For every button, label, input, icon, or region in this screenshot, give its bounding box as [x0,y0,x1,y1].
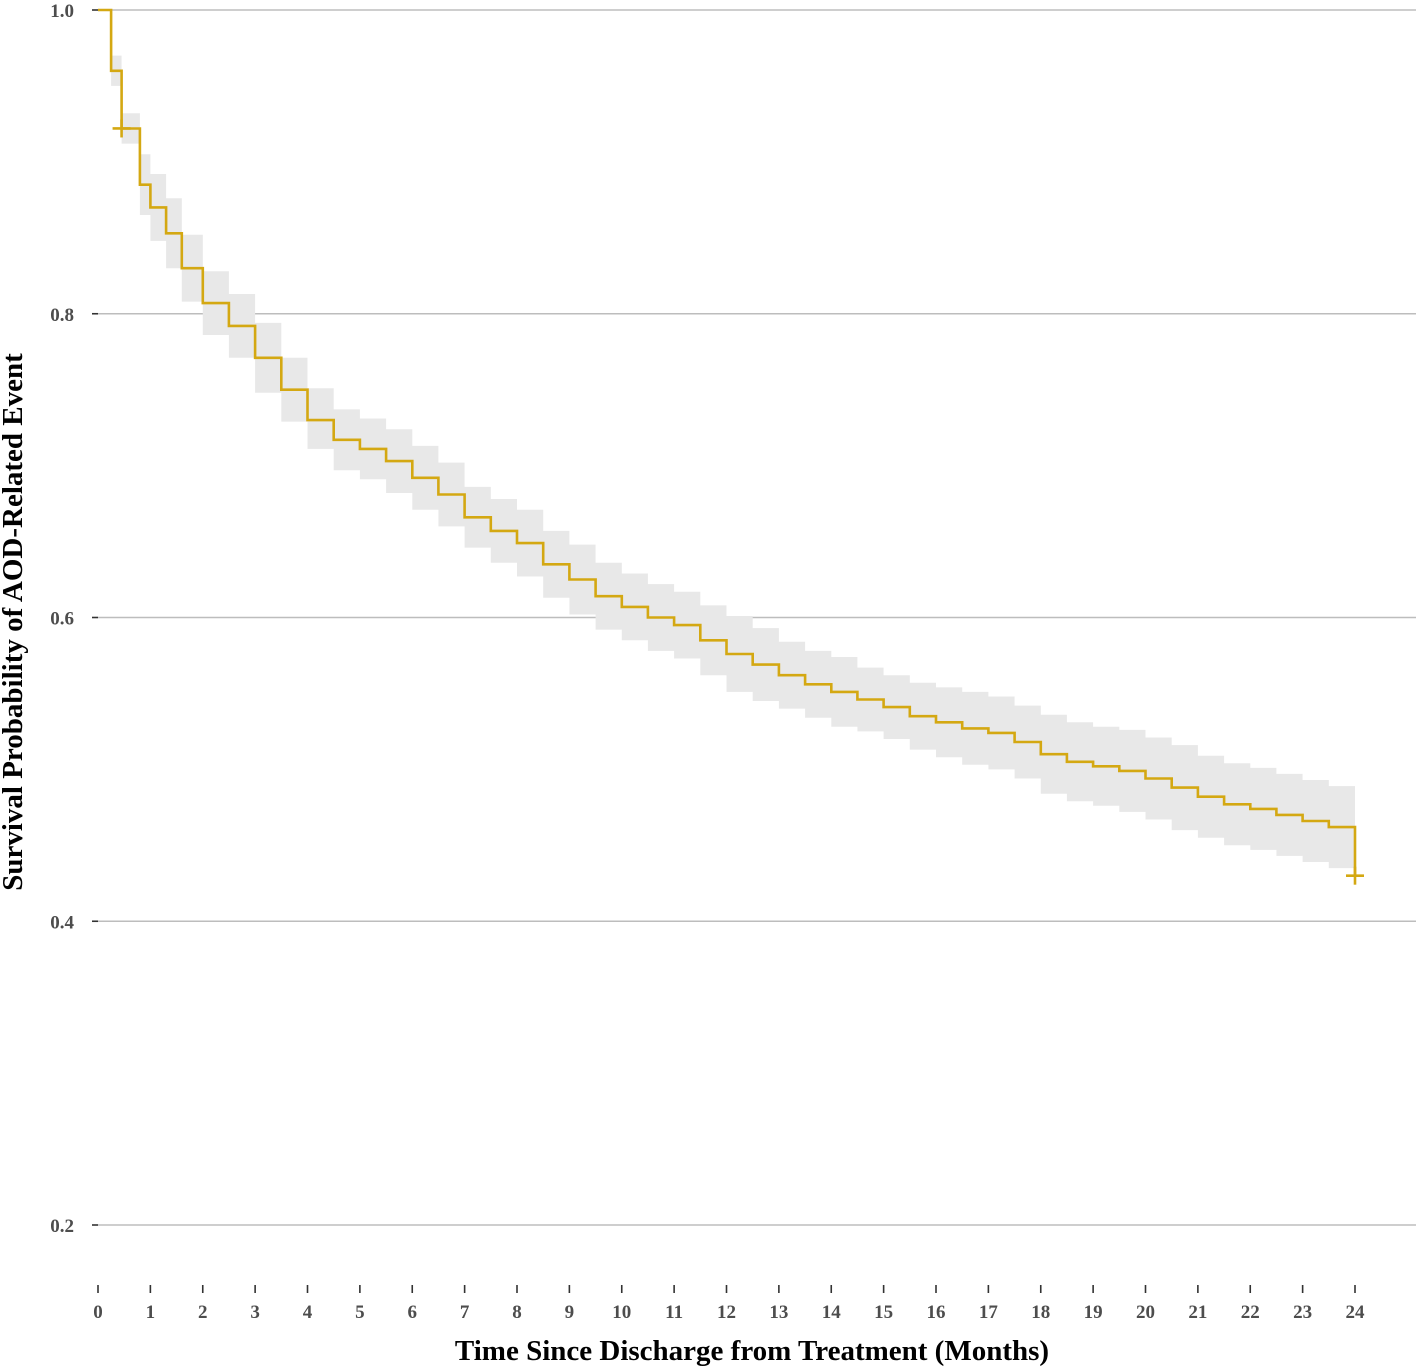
x-tick-label: 15 [874,1302,893,1323]
x-tick-label: 12 [717,1302,736,1323]
y-tick-label: 0.4 [50,912,74,933]
censor-mark [1346,866,1364,885]
x-tick-label: 9 [565,1302,575,1323]
x-tick-label: 17 [979,1302,999,1323]
x-tick-label: 18 [1031,1302,1050,1323]
x-tick-label: 20 [1136,1302,1155,1323]
x-tick-label: 22 [1241,1302,1260,1323]
x-tick-label: 14 [822,1302,842,1323]
x-tick-label: 21 [1188,1302,1207,1323]
x-tick-label: 6 [408,1302,418,1323]
y-tick-label: 0.6 [50,609,74,630]
x-tick-label: 3 [250,1302,260,1323]
y-axis-title: Survival Probability of AOD-Related Even… [0,353,29,891]
x-tick-label: 10 [612,1302,631,1323]
gridlines [98,9,1416,1226]
survival-line-layer [98,8,1357,876]
censor-marks [112,119,1364,885]
y-tick-label: 0.8 [50,305,74,326]
x-tick-label: 24 [1346,1302,1366,1323]
y-axis: 0.2 0.4 0.6 0.8 1.0 [50,1,98,1237]
x-tick-label: 5 [355,1302,365,1323]
x-axis: 0 1 2 3 4 5 6 7 8 9 10 11 12 13 14 15 16 17 18 19 20 21 22 23 24 [93,1285,1365,1323]
x-tick-label: 2 [198,1302,208,1323]
y-tick-label: 1.0 [50,1,74,22]
x-tick-label: 4 [303,1302,313,1323]
x-tick-label: 23 [1293,1302,1312,1323]
censor-mark [112,119,131,138]
y-tick-label: 0.2 [50,1216,74,1237]
x-tick-label: 0 [93,1302,103,1323]
x-axis-title: Time Since Discharge from Treatment (Mon… [455,1335,1049,1367]
x-tick-label: 19 [1084,1302,1103,1323]
confidence-band-layer [98,10,1355,872]
x-tick-label: 7 [460,1302,470,1323]
x-tick-label: 8 [512,1302,522,1323]
survival-line [98,8,1357,876]
x-tick-label: 1 [146,1302,156,1323]
x-tick-label: 11 [665,1302,683,1323]
confidence-band [98,10,1355,872]
x-tick-label: 16 [927,1302,946,1323]
x-tick-label: 13 [769,1302,788,1323]
